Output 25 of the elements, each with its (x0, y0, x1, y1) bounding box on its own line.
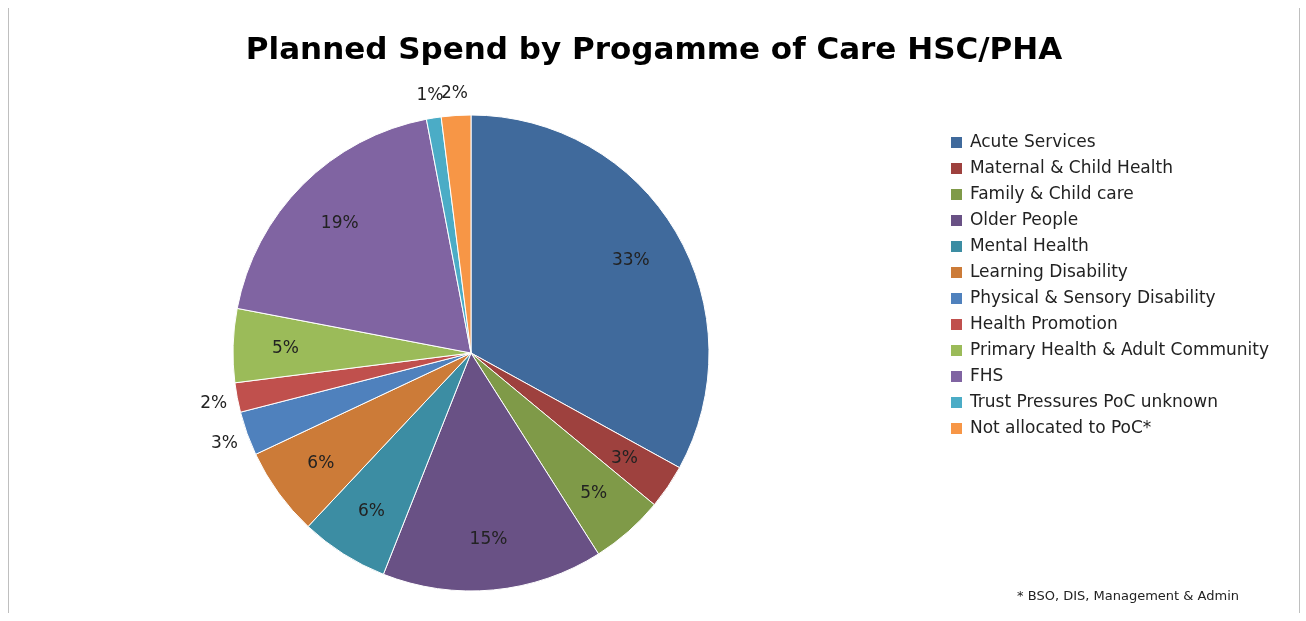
data-label: 6% (358, 499, 386, 520)
legend-label: Mental Health (969, 235, 1089, 255)
legend-label: Older People (969, 209, 1079, 229)
legend-label: Maternal & Child Health (969, 157, 1173, 177)
legend-label: Not allocated to PoC* (969, 417, 1152, 437)
data-label: 33% (611, 248, 650, 269)
data-label: 19% (320, 211, 359, 232)
legend-label: Learning Disability (969, 261, 1128, 281)
legend-label: Family & Child care (969, 183, 1134, 203)
legend-label: FHS (969, 365, 1004, 385)
chart-title: Planned Spend by Progamme of Care HSC/PHA (244, 30, 1064, 66)
legend-label: Acute Services (969, 131, 1096, 151)
data-label: 5% (271, 337, 299, 358)
legend-label: Primary Health & Adult Community (969, 339, 1269, 359)
data-label: 2% (200, 392, 228, 413)
data-label: 15% (469, 527, 508, 548)
data-label: 2% (441, 81, 469, 102)
legend-label: Health Promotion (969, 313, 1118, 333)
legend-label: Trust Pressures PoC unknown (969, 391, 1218, 411)
data-label: 5% (580, 482, 608, 503)
data-label: 3% (611, 447, 639, 468)
data-label: 3% (211, 431, 238, 452)
text: * BSO, DIS, Management & Admin (1017, 588, 1239, 603)
legend-label: Physical & Sensory Disability (969, 287, 1216, 307)
data-label: 6% (307, 452, 335, 473)
